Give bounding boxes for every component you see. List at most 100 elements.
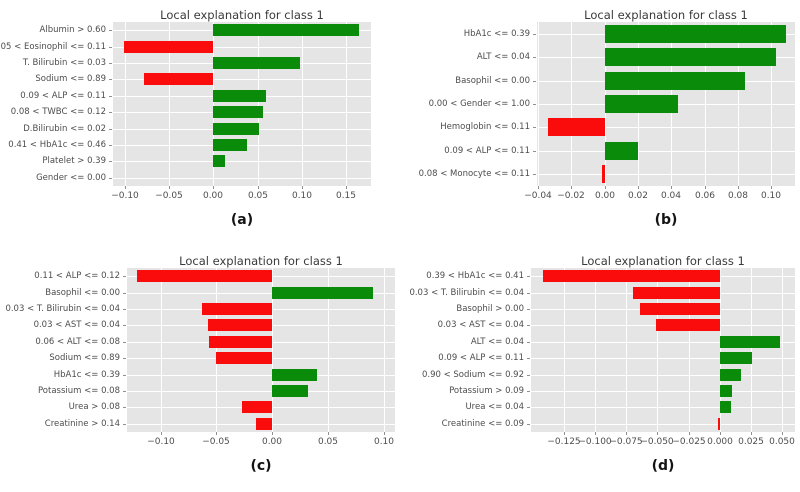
x-tick-label: 0.15 [335,191,357,201]
x-tick-mark [705,186,706,189]
x-tick-label: 0.10 [373,437,395,447]
y-axis-label: ALT <= 0.04 [476,52,530,62]
y-axis-label: Basophil > 0.00 [456,304,524,314]
y-axis-label: 0.03 < T. Bilirubin <= 0.04 [409,288,524,298]
chart-title: Local explanation for class 1 [160,8,324,22]
y-tick-mark [527,358,530,359]
y-axis-label: Hemoglobin <= 0.11 [440,122,530,132]
x-tick-label: 0.04 [660,191,682,201]
x-tick-mark [258,186,259,189]
x-tick-mark [720,432,721,435]
y-tick-mark [527,309,530,310]
negative-bar [242,401,272,413]
gridline-vertical [738,22,739,186]
x-tick-mark [595,432,596,435]
y-axis-label: 0.08 < Monocyte <= 0.11 [418,169,530,179]
y-axis-label: HbA1c <= 0.39 [463,29,530,39]
x-tick-label: 0.00 [202,191,224,201]
gridline-horizontal [113,161,371,162]
negative-bar [256,418,272,430]
gridline-horizontal [531,424,795,425]
gridline-vertical [161,268,162,432]
gridline-vertical [328,268,329,432]
gridline-vertical [564,268,565,432]
y-axis-label: 0.03 < T. Bilirubin <= 0.04 [5,304,120,314]
y-axis-label: HbA1c <= 0.39 [53,370,120,380]
y-tick-mark [109,145,112,146]
gridline-vertical [595,268,596,432]
negative-bar [548,118,605,136]
x-tick-mark [571,186,572,189]
gridline-vertical [213,22,214,186]
x-tick-mark [302,186,303,189]
gridline-vertical [571,22,572,186]
y-tick-mark [123,424,126,425]
y-axis-label: Sodium <= 0.89 [49,353,120,363]
x-tick-mark [771,186,772,189]
x-tick-mark [738,186,739,189]
x-tick-label: 0.05 [247,191,269,201]
positive-bar [605,95,678,113]
x-tick-mark [689,432,690,435]
gridline-horizontal [127,375,395,376]
x-tick-mark [272,432,273,435]
y-tick-mark [527,276,530,277]
panel-b: Local explanation for class 1 (b) HbA1c … [400,0,800,246]
gridline-horizontal [127,391,395,392]
chart-title: Local explanation for class 1 [179,254,343,268]
gridline-vertical [125,22,126,186]
panel-caption: (c) [250,458,272,474]
gridline-vertical [720,268,721,432]
y-axis-label: 0.09 < ALP <= 0.11 [20,91,106,101]
x-tick-label: 0.00 [261,437,283,447]
x-tick-mark [671,186,672,189]
y-axis-label: Platelet > 0.39 [42,156,106,166]
panel-caption: (d) [651,458,675,474]
positive-bar [605,72,745,90]
chart-title: Local explanation for class 1 [581,254,745,268]
panel-a: Local explanation for class 1 (a) Albumi… [0,0,400,246]
y-tick-mark [527,325,530,326]
y-tick-mark [527,293,530,294]
positive-bar [213,24,359,36]
y-tick-mark [109,47,112,48]
y-tick-mark [109,129,112,130]
y-tick-mark [527,375,530,376]
plot-area [537,22,795,186]
y-axis-label: Basophil <= 0.00 [45,288,120,298]
x-tick-label: −0.05 [155,191,183,201]
y-axis-label: Sodium <= 0.89 [35,74,106,84]
gridline-vertical [626,268,627,432]
gridline-horizontal [113,47,371,48]
y-axis-label: Urea <= 0.04 [465,402,524,412]
x-tick-mark [782,432,783,435]
x-tick-mark [751,432,752,435]
positive-bar [720,369,741,381]
gridline-vertical [258,22,259,186]
y-tick-mark [123,407,126,408]
x-tick-mark [605,186,606,189]
y-tick-mark [109,178,112,179]
gridline-vertical [346,22,347,186]
positive-bar [605,48,776,66]
positive-bar [213,139,247,151]
gridline-vertical [302,22,303,186]
y-tick-mark [123,358,126,359]
positive-bar [272,385,308,397]
x-tick-mark [169,186,170,189]
y-tick-mark [109,30,112,31]
gridline-vertical [216,268,217,432]
positive-bar [720,336,780,348]
y-tick-mark [109,161,112,162]
negative-bar [208,319,272,331]
y-axis-label: Gender <= 0.00 [36,173,106,183]
gridline-vertical [384,268,385,432]
y-tick-mark [123,276,126,277]
negative-bar [202,303,272,315]
y-axis-label: 0.09 < ALP <= 0.11 [444,146,530,156]
chart-title: Local explanation for class 1 [584,8,748,22]
positive-bar [213,155,225,167]
x-tick-label: 0.000 [707,437,733,447]
x-tick-label: 0.05 [317,437,339,447]
y-axis-label: 0.11 < ALP <= 0.12 [34,271,120,281]
